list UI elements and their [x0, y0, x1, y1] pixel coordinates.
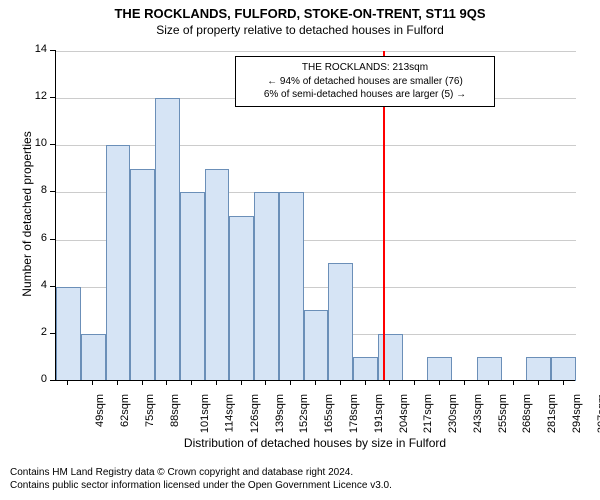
histogram-bar — [229, 216, 254, 381]
x-tick-label: 307sqm — [596, 394, 600, 433]
y-tick-label: 0 — [27, 373, 47, 385]
chart-subtitle: Size of property relative to detached ho… — [0, 21, 600, 37]
y-tick-label: 8 — [27, 184, 47, 196]
x-tick-label: 88sqm — [169, 394, 181, 427]
x-tick-label: 152sqm — [299, 394, 311, 433]
y-tick-label: 2 — [27, 326, 47, 338]
histogram-bar — [328, 263, 353, 381]
x-tick-mark — [389, 380, 390, 385]
x-tick-label: 255sqm — [497, 394, 509, 433]
x-tick-mark — [67, 380, 68, 385]
x-tick-label: 281sqm — [546, 394, 558, 433]
x-tick-label: 217sqm — [422, 394, 434, 433]
chart-title: THE ROCKLANDS, FULFORD, STOKE-ON-TRENT, … — [0, 0, 600, 21]
x-tick-label: 49sqm — [94, 394, 106, 427]
x-tick-mark — [92, 380, 93, 385]
x-tick-label: 62sqm — [119, 394, 131, 427]
histogram-bar — [279, 192, 304, 381]
histogram-bar — [205, 169, 230, 381]
x-tick-label: 165sqm — [323, 394, 335, 433]
histogram-bar — [477, 357, 502, 381]
y-tick-label: 14 — [27, 43, 47, 55]
x-tick-mark — [513, 380, 514, 385]
histogram-bar — [106, 145, 131, 381]
x-tick-mark — [464, 380, 465, 385]
footer-line1: Contains HM Land Registry data © Crown c… — [10, 466, 392, 479]
x-tick-mark — [488, 380, 489, 385]
histogram-bar — [155, 98, 180, 381]
callout-line1: THE ROCKLANDS: 213sqm — [244, 61, 486, 75]
histogram-bar — [526, 357, 551, 381]
x-tick-mark — [191, 380, 192, 385]
histogram-bar — [130, 169, 155, 381]
y-tick-label: 6 — [27, 232, 47, 244]
x-tick-mark — [216, 380, 217, 385]
x-tick-mark — [315, 380, 316, 385]
x-tick-mark — [166, 380, 167, 385]
x-tick-mark — [414, 380, 415, 385]
x-tick-mark — [241, 380, 242, 385]
callout-line2: ← 94% of detached houses are smaller (76… — [244, 75, 486, 89]
x-tick-mark — [365, 380, 366, 385]
x-tick-mark — [340, 380, 341, 385]
x-tick-mark — [117, 380, 118, 385]
histogram-bar — [551, 357, 576, 381]
histogram-bar — [427, 357, 452, 381]
x-tick-mark — [439, 380, 440, 385]
y-axis-line — [55, 50, 56, 380]
gridline — [56, 145, 576, 146]
callout-line3: 6% of semi-detached houses are larger (5… — [244, 88, 486, 102]
x-tick-mark — [142, 380, 143, 385]
x-tick-mark — [538, 380, 539, 385]
x-tick-label: 230sqm — [447, 394, 459, 433]
callout-box: THE ROCKLANDS: 213sqm ← 94% of detached … — [235, 56, 495, 107]
x-axis-label: Distribution of detached houses by size … — [55, 436, 575, 450]
x-tick-label: 139sqm — [274, 394, 286, 433]
histogram-bar — [254, 192, 279, 381]
histogram-bar — [353, 357, 378, 381]
x-tick-label: 294sqm — [571, 394, 583, 433]
x-tick-mark — [563, 380, 564, 385]
histogram-bar — [180, 192, 205, 381]
footer-line2: Contains public sector information licen… — [10, 479, 392, 492]
histogram-bar — [56, 287, 81, 381]
x-tick-label: 191sqm — [373, 394, 385, 433]
y-tick-label: 10 — [27, 137, 47, 149]
x-tick-label: 101sqm — [200, 394, 212, 433]
histogram-bar — [304, 310, 329, 381]
x-tick-label: 243sqm — [472, 394, 484, 433]
gridline — [56, 51, 576, 52]
histogram-bar — [378, 334, 403, 381]
chart-footer: Contains HM Land Registry data © Crown c… — [10, 466, 392, 492]
y-tick-label: 12 — [27, 90, 47, 102]
x-tick-label: 268sqm — [521, 394, 533, 433]
x-tick-label: 75sqm — [144, 394, 156, 427]
x-tick-label: 178sqm — [348, 394, 360, 433]
histogram-bar — [81, 334, 106, 381]
x-tick-mark — [265, 380, 266, 385]
x-tick-label: 204sqm — [398, 394, 410, 433]
x-tick-mark — [290, 380, 291, 385]
y-tick-label: 4 — [27, 279, 47, 291]
x-tick-label: 126sqm — [249, 394, 261, 433]
x-tick-label: 114sqm — [224, 394, 236, 432]
